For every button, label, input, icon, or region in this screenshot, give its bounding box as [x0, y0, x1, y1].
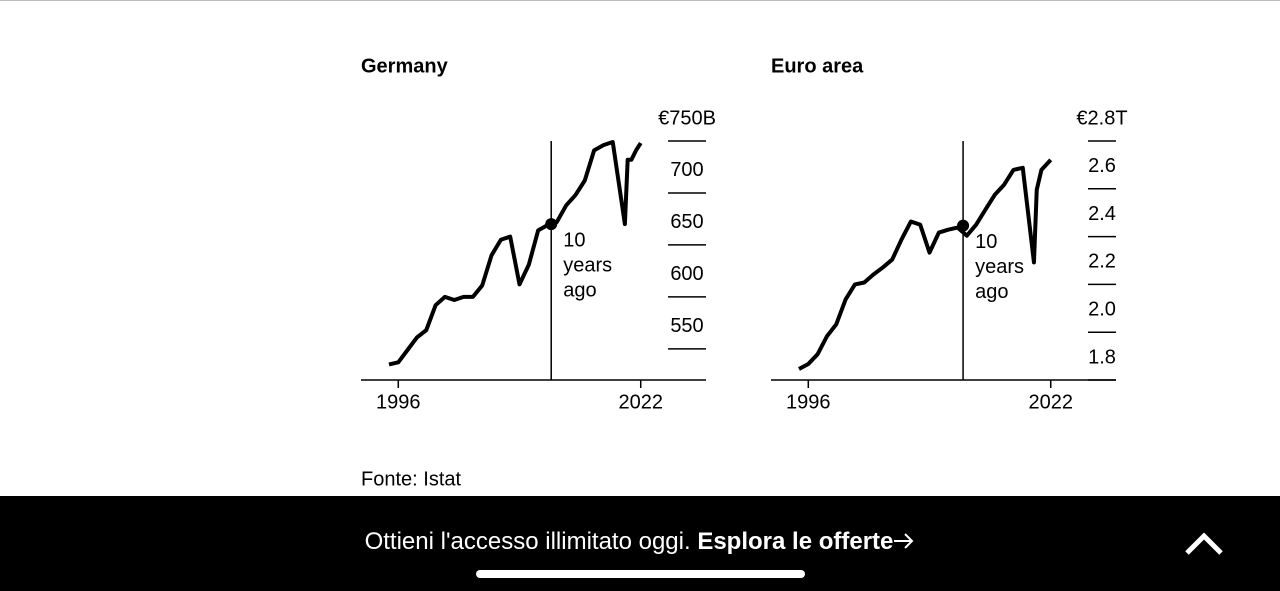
y-tick-label: 2.6 — [1088, 155, 1116, 177]
chart-title: Euro area — [771, 55, 864, 77]
marker-dot — [545, 218, 558, 231]
x-tick-label: 1996 — [376, 391, 421, 413]
banner-message: Ottieni l'accesso illimitato oggi. Esplo… — [0, 528, 1280, 556]
y-tick-label: 2.4 — [1088, 203, 1116, 225]
y-tick-label: 650 — [670, 211, 703, 233]
x-tick-label: 2022 — [1028, 391, 1073, 413]
data-line — [798, 158, 1053, 371]
charts: Fonte: Istat Germany 1996 2022 €750B 700 650 6… — [0, 0, 1280, 490]
banner: Ottieni l'accesso illimitato oggi. Esplo… — [0, 496, 1280, 591]
y-tick-label: 2.2 — [1088, 251, 1116, 273]
home-indicator — [476, 570, 805, 578]
y-tick-label: €750B — [658, 107, 716, 129]
y-tick-label: €2.8T — [1076, 107, 1127, 129]
banner-link[interactable]: Esplora le offerte — [697, 528, 894, 555]
annotation: ago — [975, 281, 1008, 303]
annotation: ago — [563, 279, 596, 301]
banner-text: Ottieni l'accesso illimitato oggi. — [364, 528, 691, 555]
y-tick-label: 700 — [670, 159, 703, 181]
x-tick-label: 1996 — [786, 391, 831, 413]
source: Fonte: Istat — [361, 468, 461, 490]
y-tick-label: 1.8 — [1088, 346, 1116, 368]
chart-title: Germany — [361, 55, 449, 77]
annotation: 10 — [563, 229, 585, 251]
y-tick-label: 2.0 — [1088, 298, 1116, 320]
data-line — [388, 140, 643, 367]
y-tick-label: 550 — [670, 315, 703, 337]
arrow-icon — [894, 533, 914, 549]
annotation: years — [563, 254, 612, 276]
x-tick-label: 2022 — [618, 391, 663, 413]
collapse-button[interactable] — [1184, 531, 1224, 557]
marker-dot — [957, 219, 970, 232]
y-tick-label: 600 — [670, 263, 703, 285]
annotation: years — [975, 256, 1024, 278]
annotation: 10 — [975, 231, 997, 253]
